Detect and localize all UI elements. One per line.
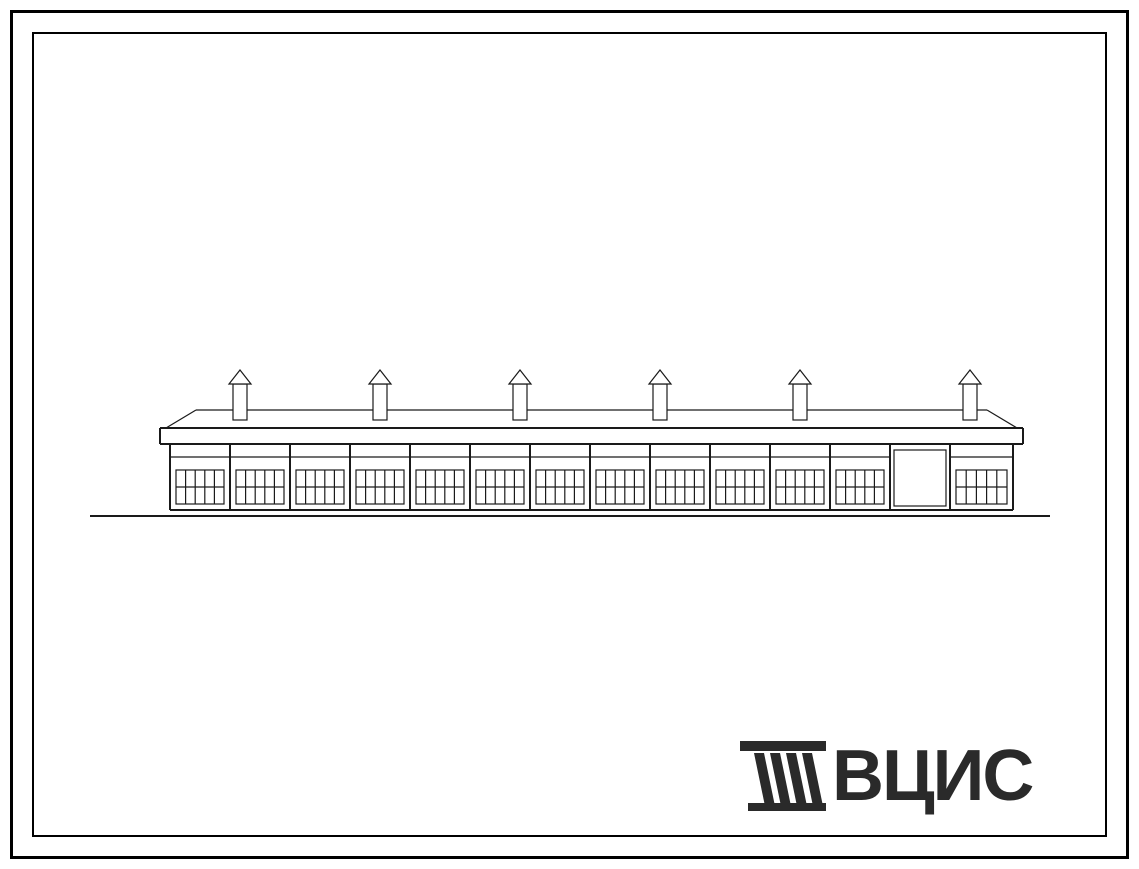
- vcis-logo: ВЦИС: [740, 735, 1032, 817]
- vcis-logo-icon: [740, 741, 826, 811]
- vcis-logo-text: ВЦИС: [832, 735, 1032, 817]
